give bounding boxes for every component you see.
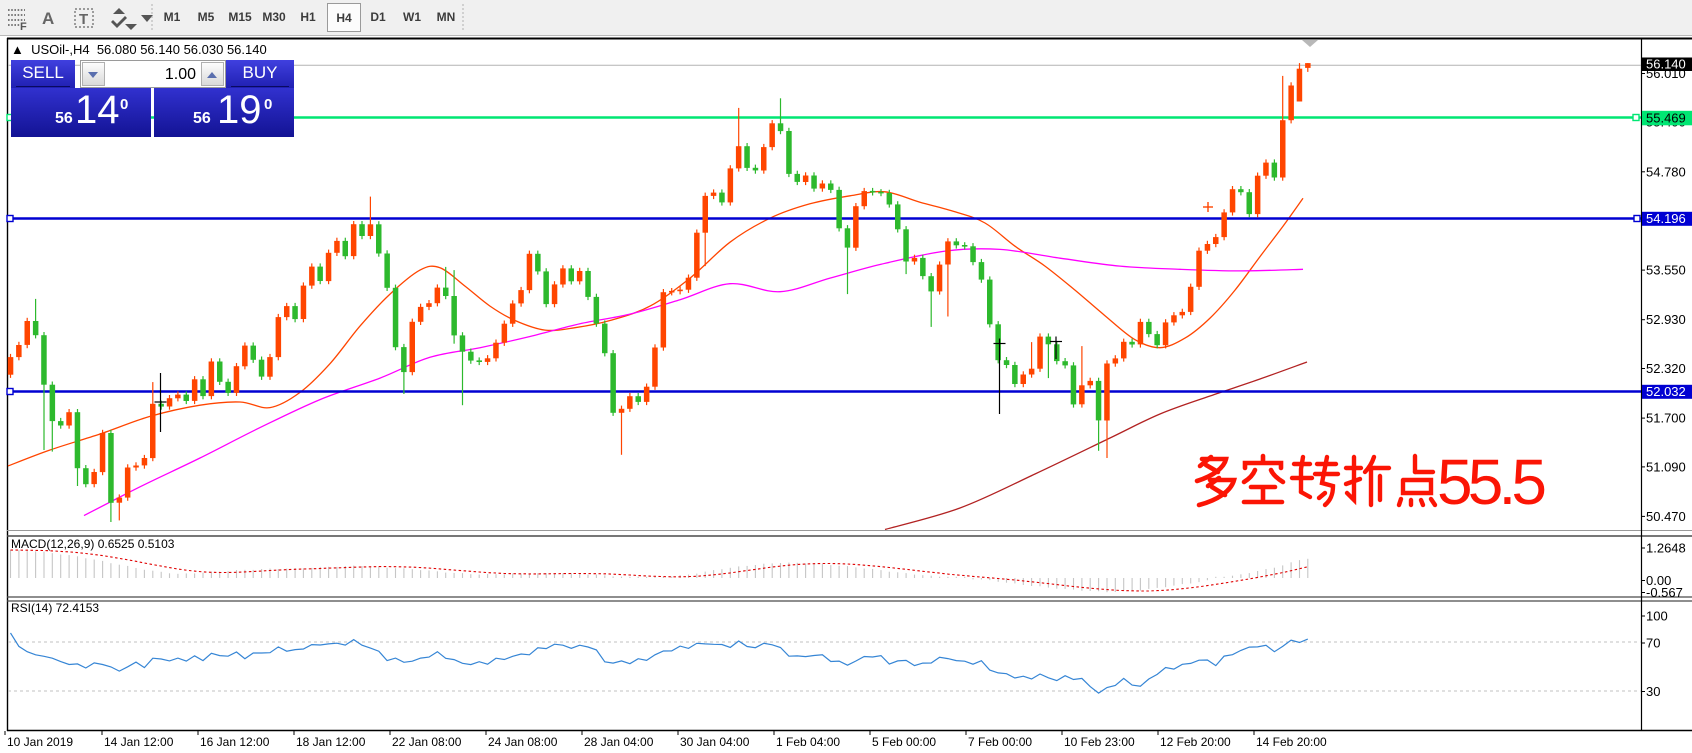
- svg-text:0.00: 0.00: [1646, 573, 1671, 588]
- svg-text:51.090: 51.090: [1646, 459, 1686, 474]
- svg-text:1 Feb 04:00: 1 Feb 04:00: [776, 735, 840, 749]
- svg-text:14 Feb 20:00: 14 Feb 20:00: [1256, 735, 1327, 749]
- svg-text:30 Jan 04:00: 30 Jan 04:00: [680, 735, 750, 749]
- svg-text:7 Feb 00:00: 7 Feb 00:00: [968, 735, 1032, 749]
- svg-text:-0.567: -0.567: [1646, 585, 1683, 600]
- svg-text:56.140: 56.140: [1646, 57, 1686, 72]
- svg-text:24 Jan 08:00: 24 Jan 08:00: [488, 735, 558, 749]
- svg-text:12 Feb 20:00: 12 Feb 20:00: [1160, 735, 1231, 749]
- svg-text:5 Feb 00:00: 5 Feb 00:00: [872, 735, 936, 749]
- svg-text:10 Feb 23:00: 10 Feb 23:00: [1064, 735, 1135, 749]
- svg-text:51.700: 51.700: [1646, 411, 1686, 426]
- svg-text:52.320: 52.320: [1646, 361, 1686, 376]
- svg-text:54.196: 54.196: [1646, 211, 1686, 226]
- svg-text:16 Jan 12:00: 16 Jan 12:00: [200, 735, 270, 749]
- svg-text:F: F: [20, 21, 27, 33]
- svg-text:28 Jan 04:00: 28 Jan 04:00: [584, 735, 654, 749]
- svg-text:53.550: 53.550: [1646, 263, 1686, 278]
- svg-text:22 Jan 08:00: 22 Jan 08:00: [392, 735, 462, 749]
- svg-text:MACD(12,26,9) 0.6525 0.5103: MACD(12,26,9) 0.6525 0.5103: [11, 537, 175, 551]
- svg-text:52.930: 52.930: [1646, 312, 1686, 327]
- svg-text:10 Jan 2019: 10 Jan 2019: [7, 735, 73, 749]
- svg-text:A: A: [42, 9, 54, 28]
- svg-text:1.2648: 1.2648: [1646, 541, 1686, 556]
- svg-text:T: T: [79, 11, 88, 28]
- svg-text:55.5: 55.5: [1437, 446, 1547, 518]
- svg-text:18 Jan 12:00: 18 Jan 12:00: [296, 735, 366, 749]
- svg-text:50.470: 50.470: [1646, 509, 1686, 524]
- svg-text:30: 30: [1646, 684, 1660, 699]
- svg-text:RSI(14) 72.4153: RSI(14) 72.4153: [11, 601, 99, 615]
- svg-text:52.032: 52.032: [1646, 384, 1686, 399]
- svg-text:14 Jan 12:00: 14 Jan 12:00: [104, 735, 174, 749]
- svg-text:70: 70: [1646, 636, 1660, 651]
- svg-text:100: 100: [1646, 609, 1668, 624]
- svg-text:54.780: 54.780: [1646, 164, 1686, 179]
- svg-text:55.469: 55.469: [1646, 110, 1686, 125]
